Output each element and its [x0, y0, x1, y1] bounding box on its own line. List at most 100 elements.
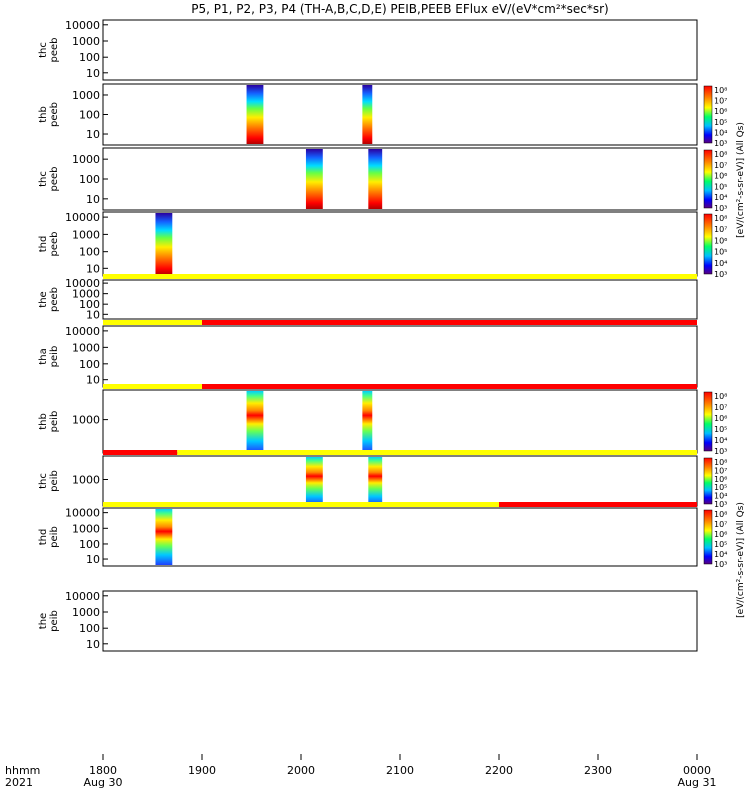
spectrogram-block [305, 457, 323, 505]
colorbar-tick-label: 10⁵ [714, 248, 727, 257]
panel-frame [102, 389, 698, 454]
panel-thd-peib: 10000 1000 100 10 thdpeib [38, 502, 698, 567]
panel-ylabel: thbpeeb [38, 102, 60, 127]
time-tick-label: 1900 [188, 764, 216, 777]
time-axis-label-year: 2021 [5, 776, 33, 789]
panel-frame [102, 147, 698, 211]
time-axis-label-hhmm: hhmm [5, 764, 40, 777]
figure-title: P5, P1, P2, P3, P4 (TH-A,B,C,D,E) PEIB,P… [191, 2, 608, 16]
panel-ylabel: thepeeb [38, 287, 60, 312]
colorbars: 10⁸10⁷10⁶10⁵10⁴10³10⁸10⁷10⁶10⁵10⁴10³10⁸1… [703, 85, 746, 618]
colorbar-thb-peib: 10⁸ 10⁷ 10⁶ 10⁵ 10⁴ 10³ [703, 391, 727, 456]
colorbar-tick-label: 10⁴ [714, 492, 727, 501]
time-tick-label: 0000 [683, 764, 711, 777]
time-tick-label: 2300 [584, 764, 612, 777]
y-tick-label: 1000 [72, 414, 100, 427]
panel-thc-peeb: 10000 1000 100 10 thcpeeb [38, 19, 698, 81]
time-tick-label: 2100 [386, 764, 414, 777]
colorbar-strip [703, 457, 713, 505]
y-tick-label: 100 [79, 109, 100, 122]
quality-flag-segment [103, 274, 697, 279]
panel-frame [102, 19, 698, 81]
colorbar-tick-label: 10⁵ [714, 425, 727, 434]
colorbar-tick-label: 10⁵ [714, 540, 727, 549]
colorbar-tick-label: 10⁷ [714, 161, 727, 170]
y-tick-label: 1000 [72, 153, 100, 166]
day-label-start: Aug 30 [84, 776, 123, 789]
y-tick-label: 1000 [72, 89, 100, 102]
colorbar-tick-label: 10⁷ [714, 466, 727, 475]
colorbar-tick-label: 10⁴ [714, 436, 727, 445]
colorbar-tick-label: 10⁸ [714, 392, 727, 401]
colorbar-strip [703, 149, 713, 209]
colorbar-tick-label: 10⁶ [714, 107, 727, 116]
y-tick-label: 1000 [72, 288, 100, 301]
quality-flag-segment [103, 450, 178, 455]
colorbar-tick-label: 10⁶ [714, 414, 727, 423]
y-tick-label: 10000 [65, 277, 100, 290]
spectrogram-block [246, 391, 264, 452]
colorbar-tick-label: 10⁶ [714, 172, 727, 181]
colorbar-tick-label: 10⁴ [714, 193, 727, 202]
y-tick-label: 100 [79, 51, 100, 64]
spectrogram-block [362, 85, 373, 144]
spectrogram-block [305, 149, 323, 209]
spectrogram-block [155, 213, 173, 275]
quality-flag-segment [103, 502, 499, 507]
panel-ylabel: thepeib [38, 610, 60, 632]
panel-tha-peib: 10000 1000 100 10 thapeib [38, 320, 698, 388]
y-tick-label: 1000 [72, 522, 100, 535]
colorbar-strip [703, 509, 713, 565]
y-tick-label: 10 [86, 193, 100, 206]
panel-frame [102, 83, 698, 146]
panel-frame [102, 279, 698, 320]
colorbar-tick-label: 10⁷ [714, 225, 727, 234]
colorbar-tick-label: 10⁸ [714, 510, 727, 519]
y-tick-label: 100 [79, 538, 100, 551]
colorbar-tick-label: 10³ [714, 500, 727, 509]
colorbar-tick-label: 10⁴ [714, 259, 727, 268]
panel-thb-peeb: 1000 100 10 thbpeeb [38, 83, 698, 146]
panel-ylabel: thcpeeb [38, 167, 60, 192]
colorbar-tick-label: 10⁴ [714, 128, 727, 137]
y-tick-label: 100 [79, 622, 100, 635]
panel-ylabel: thcpeeb [38, 38, 60, 63]
panel-ylabel: thcpeib [38, 470, 60, 492]
y-tick-label: 1000 [72, 341, 100, 354]
panel-thc-peib: 1000 thcpeib [38, 450, 698, 507]
colorbar-tick-label: 10⁶ [714, 475, 727, 484]
y-tick-label: 10 [86, 308, 100, 321]
y-tick-label: 100 [79, 173, 100, 186]
y-tick-label: 100 [79, 358, 100, 371]
spectrogram-block [368, 457, 383, 505]
panel-ylabel: thdpeeb [38, 232, 60, 257]
y-tick-label: 10000 [65, 590, 100, 603]
colorbar-strip [703, 213, 713, 275]
time-tick-label: 2200 [485, 764, 513, 777]
y-tick-label: 10000 [65, 507, 100, 520]
quality-flag-segment [103, 384, 202, 389]
colorbar-tick-label: 10⁸ [714, 86, 727, 95]
y-tick-label: 1000 [72, 35, 100, 48]
quality-flag-segment [202, 384, 697, 389]
colorbar-tick-label: 10⁶ [714, 236, 727, 245]
colorbar-strip [703, 391, 713, 452]
y-tick-label: 10 [86, 638, 100, 651]
y-tick-label: 100 [79, 246, 100, 259]
quality-flag-segment [103, 320, 202, 325]
colorbar-tick-label: 10⁶ [714, 530, 727, 539]
y-tick-label: 10 [86, 67, 100, 80]
y-tick-label: 10000 [65, 211, 100, 224]
colorbar-tick-label: 10⁸ [714, 458, 727, 467]
panel-ylabel: thapeib [38, 346, 60, 368]
colorbar-label-eeb: [eV/(cm²-s-sr-eV)] (All Qs) [736, 122, 746, 238]
time-tick-label: 2000 [287, 764, 315, 777]
panel-the-peib: 10000 1000 100 10 thepeib [38, 590, 698, 652]
colorbar-tick-label: 10⁸ [714, 150, 727, 159]
colorbar-tick-label: 10³ [714, 560, 727, 569]
